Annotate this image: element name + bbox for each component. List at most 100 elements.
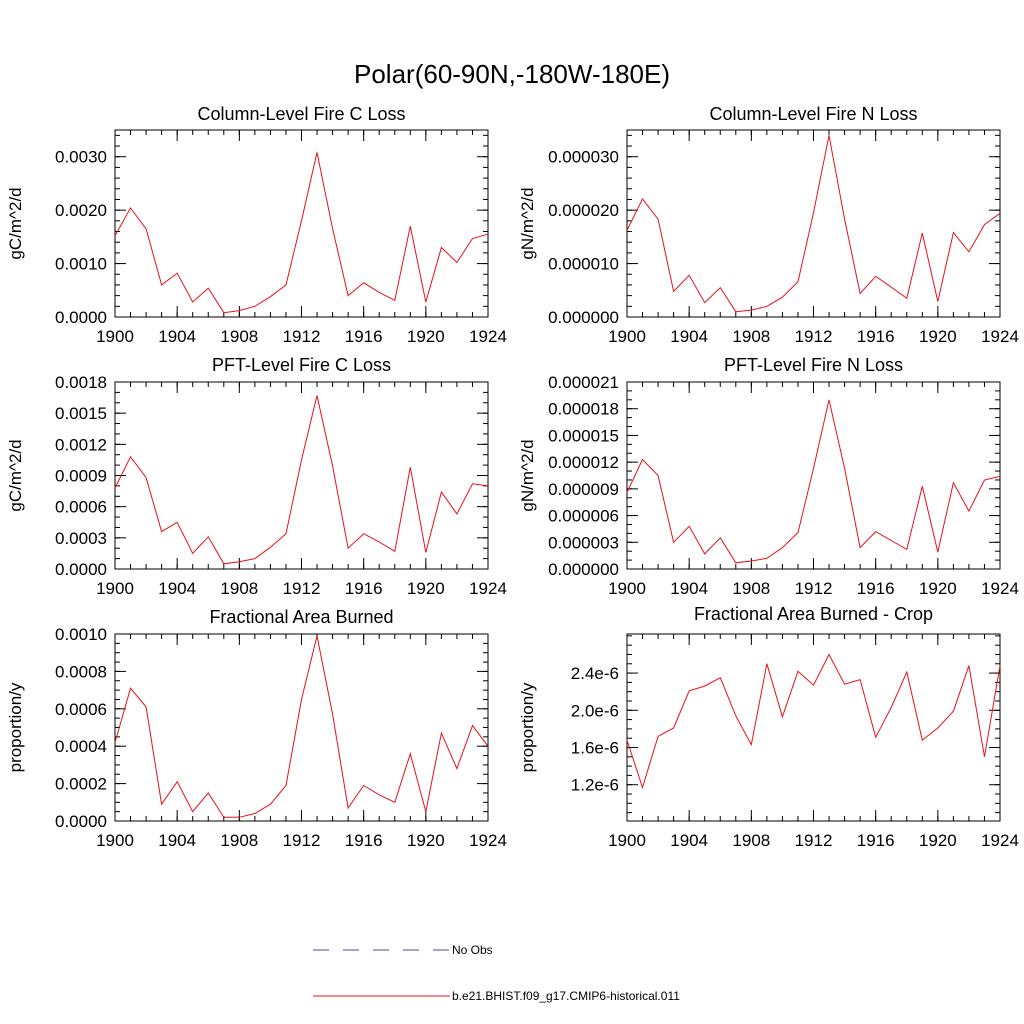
series-line-model [626,135,1001,313]
y-tick-label: 0.0006 [55,498,107,517]
y-tick-label: 0.0010 [55,625,107,644]
y-axis-label: gN/m^2/d [518,187,537,259]
y-tick-label: 0.0010 [55,255,107,274]
x-tick-label: 1916 [345,831,383,850]
x-tick-label: 1908 [220,579,258,598]
chart-panel-1: Column-Level Fire C Loss gC/m^2/d 1900 1904… [6,104,507,346]
y-axis-label: gC/m^2/d [6,187,25,259]
panel-title: Column-Level Fire N Loss [709,104,917,124]
x-tick-label: 1908 [732,327,770,346]
legend: No Obs b.e21.BHIST.f09_g17.CMIP6-histori… [313,943,680,1003]
x-tick-label: 1912 [283,327,321,346]
y-tick-label: 0.000000 [548,560,619,579]
x-tick-label: 1912 [795,327,833,346]
panel-title: Fractional Area Burned - Crop [694,604,933,624]
x-tick-label: 1900 [96,831,134,850]
y-tick-label: 0.0012 [55,435,107,454]
y-tick-label: 0.0004 [55,737,107,756]
chart-panel-2: Column-Level Fire N Loss gN/m^2/d 1900 1904… [518,104,1019,346]
y-tick-label: 0.0000 [55,308,107,327]
x-tick-label: 1900 [96,327,134,346]
x-tick-label: 1908 [220,831,258,850]
y-tick-label: 0.0008 [55,662,107,681]
y-tick-label: 0.0002 [55,775,107,794]
y-tick-label: 0.000009 [548,480,619,499]
x-tick-label: 1924 [469,579,507,598]
y-tick-label: 0.0030 [55,148,107,167]
x-tick-label: 1912 [283,579,321,598]
x-tick-label: 1904 [158,327,196,346]
x-tick-label: 1920 [919,327,957,346]
plot-frame [114,633,489,822]
x-tick-label: 1924 [469,327,507,346]
y-tick-label: 0.000000 [548,308,619,327]
y-tick-label: 0.000012 [548,453,619,472]
y-tick-label: 0.0000 [55,812,107,831]
x-tick-label: 1900 [608,831,646,850]
x-tick-label: 1904 [158,579,196,598]
x-tick-label: 1916 [345,579,383,598]
y-tick-label: 0.0018 [55,373,107,392]
panels-group: Column-Level Fire C Loss gC/m^2/d 1900 1904… [6,104,1019,850]
x-tick-label: 1916 [345,327,383,346]
x-tick-label: 1924 [981,831,1019,850]
x-tick-label: 1900 [608,579,646,598]
plot-frame [626,381,1001,570]
x-tick-label: 1924 [981,579,1019,598]
x-tick-label: 1920 [407,579,445,598]
panel-title: PFT-Level Fire C Loss [212,355,391,375]
x-tick-label: 1904 [670,831,708,850]
panel-title: PFT-Level Fire N Loss [724,355,903,375]
y-tick-label: 0.0000 [55,560,107,579]
x-tick-label: 1920 [919,831,957,850]
y-tick-label: 0.000021 [548,373,619,392]
plot-frame [626,129,1001,318]
y-axis-label: proportion/y [6,682,25,772]
y-tick-label: 0.000020 [548,201,619,220]
x-tick-label: 1916 [857,327,895,346]
plot-frame [626,633,1001,822]
plot-frame [114,129,489,318]
x-tick-label: 1916 [857,579,895,598]
series-line-model [626,653,1001,790]
series-line-model [114,395,489,565]
x-tick-label: 1916 [857,831,895,850]
x-tick-label: 1900 [96,579,134,598]
y-tick-label: 0.000006 [548,507,619,526]
x-tick-label: 1908 [220,327,258,346]
x-tick-label: 1904 [158,831,196,850]
x-tick-label: 1912 [795,831,833,850]
chart-panel-4: PFT-Level Fire N Loss gN/m^2/d 1900 1904 190… [518,355,1019,598]
legend-label-no-obs: No Obs [452,943,493,957]
x-tick-label: 1920 [407,831,445,850]
series-line-model [114,152,489,314]
chart-panel-6: Fractional Area Burned - Crop proportion/… [518,604,1019,850]
y-axis-label: gC/m^2/d [6,439,25,511]
x-tick-label: 1912 [283,831,321,850]
x-tick-label: 1920 [407,327,445,346]
chart-panel-5: Fractional Area Burned proportion/y 1900 19… [6,607,507,850]
chart-panel-3: PFT-Level Fire C Loss gC/m^2/d 1900 1904 190… [6,355,507,598]
x-tick-label: 1904 [670,327,708,346]
plot-frame [114,381,489,570]
x-tick-label: 1908 [732,579,770,598]
y-tick-label: 2.0e-6 [571,701,619,720]
y-tick-label: 0.000030 [548,148,619,167]
series-line-model [114,635,489,818]
series-line-model [626,399,1001,564]
y-tick-label: 0.000003 [548,533,619,552]
y-tick-label: 0.0006 [55,700,107,719]
y-axis-label: proportion/y [518,682,537,772]
x-tick-label: 1924 [469,831,507,850]
x-tick-label: 1900 [608,327,646,346]
x-tick-label: 1924 [981,327,1019,346]
y-tick-label: 0.000015 [548,426,619,445]
y-tick-label: 0.0009 [55,467,107,486]
x-tick-label: 1912 [795,579,833,598]
x-tick-label: 1908 [732,831,770,850]
x-tick-label: 1920 [919,579,957,598]
y-tick-label: 1.2e-6 [571,776,619,795]
y-tick-label: 2.4e-6 [571,664,619,683]
y-tick-label: 1.6e-6 [571,739,619,758]
panel-title: Fractional Area Burned [209,607,393,627]
